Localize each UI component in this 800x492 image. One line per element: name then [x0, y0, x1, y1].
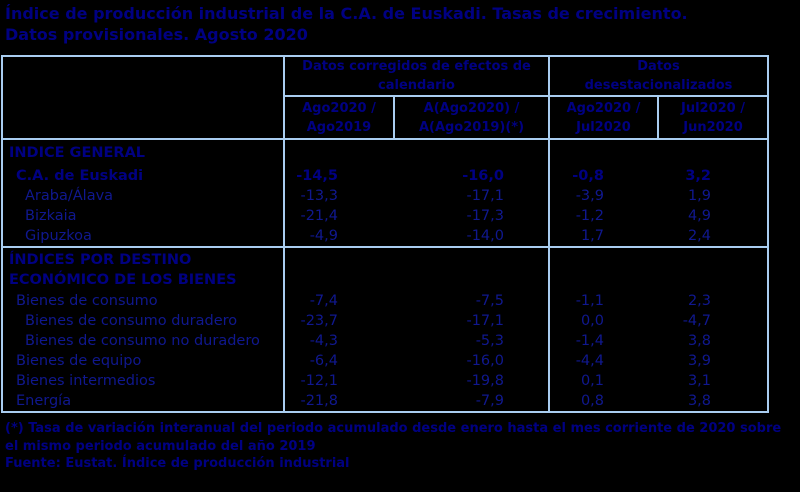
footnote: (*) Tasa de variación interanual del per…	[5, 420, 781, 456]
footnote-line-2: el mismo periodo acumulado del año 2019	[5, 439, 316, 454]
subcol-ago2020-ago2019: Ago2020 / Ago2019	[284, 96, 394, 140]
value-cell: 4,9	[687, 208, 711, 224]
subcol-ago2020-jul2020: Ago2020 / Jul2020	[548, 96, 658, 140]
footnote-line-1: (*) Tasa de variación interanual del per…	[5, 421, 782, 436]
row-label: Bienes de equipo	[2, 351, 285, 371]
col-group-calendar-line-2: calendario	[378, 78, 455, 93]
title-line-1: Índice de producción industrial de la C.…	[5, 4, 688, 23]
value-cell: -14,5	[296, 168, 338, 184]
value-cell: 3,2	[685, 168, 711, 184]
subcol-accumulated-rate: A(Ago2020) / A(Ago2019)(*)	[393, 96, 549, 140]
value-cell: -14,0	[466, 228, 504, 244]
value-cell: -4,3	[309, 333, 338, 349]
row-label: Bienes de consumo	[2, 291, 285, 311]
section-header: ÍNDICES POR DESTINO ECONÓMICO DE LOS BIEN…	[2, 246, 285, 291]
row-label: Bienes de consumo no duradero	[2, 331, 285, 351]
value-cell: -1,2	[548, 206, 658, 226]
value-cell: -3,9	[548, 186, 658, 206]
row-label: C.A. de Euskadi	[2, 166, 285, 186]
empty-cell	[548, 139, 658, 166]
row-label: Bienes intermedios	[2, 371, 285, 391]
row-label: Araba/Álava	[2, 186, 285, 206]
value-cell: -13,3	[300, 188, 338, 204]
value-cell: -7,9	[475, 393, 504, 409]
value-cell: -0,8	[548, 166, 658, 186]
col-group-calendar-corrected: Datos corregidos de efectos de calendari…	[284, 56, 549, 97]
value-cell: 2,3	[687, 293, 711, 309]
corner-cell	[2, 56, 285, 140]
value-cell: -6,4	[309, 353, 338, 369]
value-cell: -12,1	[300, 373, 338, 389]
ipi-table: Datos corregidos de efectos de calendari…	[1, 55, 769, 413]
row-label: Bizkaia	[2, 206, 285, 226]
empty-cell	[284, 139, 394, 166]
value-cell: 3,9	[687, 353, 711, 369]
value-cell: -4,9	[309, 228, 338, 244]
value-cell: -21,8	[300, 393, 338, 409]
value-cell: -23,7	[300, 313, 338, 329]
col-group-seasonally-adjusted: Datos desestacionalizados	[548, 56, 768, 97]
value-cell: 0,0	[548, 311, 658, 331]
empty-cell	[658, 139, 768, 166]
value-cell: -17,1	[466, 188, 504, 204]
section-header: INDICE GENERAL	[2, 139, 285, 166]
value-cell: -4,7	[682, 313, 711, 329]
value-cell: 3,8	[687, 333, 711, 349]
row-label: Bienes de consumo duradero	[2, 311, 285, 331]
value-cell: -1,1	[548, 291, 658, 311]
page-title: Índice de producción industrial de la C.…	[5, 3, 688, 45]
source-line: Fuente: Eustat. Índice de producción ind…	[5, 456, 350, 471]
value-cell: -7,4	[309, 293, 338, 309]
value-cell: -19,8	[466, 373, 504, 389]
row-label: Gipuzkoa	[2, 226, 285, 247]
value-cell: -4,4	[548, 351, 658, 371]
value-cell: 0,1	[548, 371, 658, 391]
value-cell: -5,3	[475, 333, 504, 349]
value-cell: 1,7	[548, 226, 658, 247]
value-cell: -17,3	[466, 208, 504, 224]
value-cell: -17,1	[466, 313, 504, 329]
col-group-seasonal-line-2: desestacionalizados	[584, 78, 733, 93]
empty-cell	[658, 246, 768, 291]
empty-cell	[284, 246, 394, 291]
col-group-calendar-line-1: Datos corregidos de efectos de	[302, 59, 531, 74]
value-cell: 2,4	[687, 228, 711, 244]
value-cell: -16,0	[466, 353, 504, 369]
value-cell: -7,5	[475, 293, 504, 309]
empty-cell	[548, 246, 658, 291]
value-cell: 1,9	[687, 188, 711, 204]
value-cell: 3,8	[687, 393, 711, 409]
value-cell: -16,0	[462, 168, 504, 184]
subcol-jul2020-jun2020: Jul2020 / Jun2020	[657, 96, 768, 140]
empty-cell	[394, 139, 549, 166]
empty-cell	[394, 246, 549, 291]
value-cell: 0,8	[548, 391, 658, 412]
value-cell: -21,4	[300, 208, 338, 224]
title-line-2: Datos provisionales. Agosto 2020	[5, 25, 308, 44]
value-cell: 3,1	[687, 373, 711, 389]
row-label: Energía	[2, 391, 285, 412]
col-group-seasonal-line-1: Datos	[637, 59, 680, 74]
value-cell: -1,4	[548, 331, 658, 351]
